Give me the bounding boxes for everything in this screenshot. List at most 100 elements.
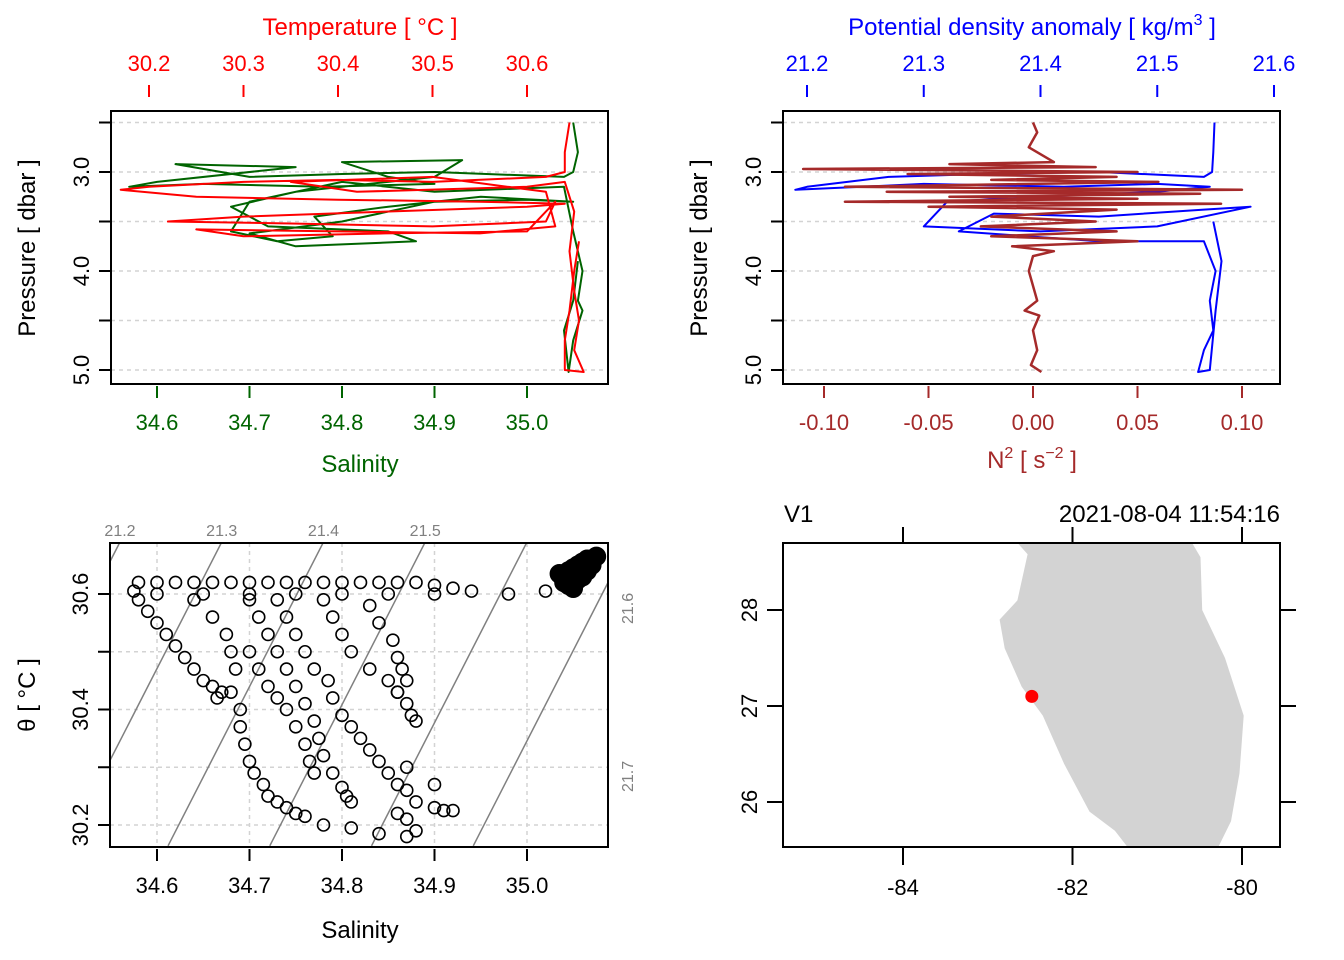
temperature-series [119,122,585,373]
data-point [288,806,303,821]
data-point [316,575,331,590]
tick-label: 28 [737,598,762,622]
grid [111,121,608,371]
tick-label: 4.0 [741,256,766,287]
data-point [302,754,317,769]
data-point [159,627,174,642]
data-point [279,575,294,590]
tick-label: 30.5 [411,51,454,76]
tick-label: 0.05 [1116,410,1159,435]
data-point [224,644,238,659]
isopycnal-line [472,580,608,847]
top-axis-title: Temperature [ °C ] [263,14,458,41]
tick-label: -0.10 [799,410,849,435]
tick-label: 3.0 [741,157,766,188]
isopycnal-label: 21.2 [104,523,135,540]
tick-label: 35.0 [506,873,549,898]
bottom-axis-title: N2 [ s−2 ] [987,445,1077,474]
density-line [794,122,1252,373]
data-point [563,575,584,596]
title-superscript-2: −2 [1045,445,1063,462]
left-axis: 3.0 4.0 5.0 [69,121,111,385]
tick-label: 0.00 [1012,410,1055,435]
data-point [279,662,294,676]
data-point [224,575,238,590]
data-point [298,737,312,751]
isopycnal-label: 21.4 [308,523,339,540]
data-point [344,821,359,835]
tick-label: 35.0 [506,410,549,435]
salinity-series [128,122,584,373]
scatter-points [127,546,607,844]
data-point [399,783,414,798]
data-point [214,685,229,699]
data-point [251,662,266,676]
data-point [219,627,234,642]
data-point [409,795,423,809]
density-series [794,122,1252,373]
data-point [395,662,409,676]
data-point [538,584,553,598]
tick-label: 30.3 [222,51,265,76]
land-polygon [999,543,1244,847]
data-point [344,644,359,659]
data-point [288,587,303,601]
data-point [168,639,183,653]
data-point [279,702,294,717]
data-point [409,575,423,590]
data-point [205,610,220,624]
tick-label: -80 [1226,875,1258,900]
n2-line [801,122,1244,374]
station-marker [1025,689,1039,703]
title-superscript: 3 [1194,12,1203,29]
tick-label: 34.9 [413,410,456,435]
station-time: 2021-08-04 11:54:16 [1059,501,1280,528]
data-point [261,679,275,694]
data-point [372,754,386,769]
left-axis-title: Pressure [ dbar ] [686,159,713,336]
data-point [427,800,442,815]
bottom-axis-title: Salinity [321,917,398,944]
data-point [344,795,359,809]
data-point [362,662,377,676]
title-tail: ] [1203,14,1216,41]
plot-frame [109,542,609,848]
data-point [362,598,377,613]
data-point [238,737,252,751]
tick-label: 30.4 [317,51,360,76]
bottom-axis-title: Salinity [321,451,398,478]
tick-label: 3.0 [69,157,94,188]
data-point [399,760,414,775]
data-point [335,627,349,642]
isopycnal-label: 21.7 [620,761,637,792]
left-axis: 3.0 4.0 5.0 [741,121,783,385]
data-point [233,720,248,734]
data-point [399,673,414,688]
isopycnal-line [370,543,528,847]
data-point [187,592,201,607]
data-point [270,691,285,705]
bottom-axis: -0.10 -0.05 0.00 0.05 0.10 [799,386,1263,435]
data-point [344,720,359,734]
data-point [242,644,257,659]
isopycnal-line [167,543,324,847]
tick-label: 34.9 [413,873,456,898]
data-point [381,673,396,688]
data-point [372,575,386,590]
tick-label: 34.6 [136,410,179,435]
data-point [242,587,257,601]
data-point [224,685,238,699]
profile-temperature-salinity-panel: 30.2 30.3 30.4 30.5 30.6 34.6 34.7 34.8 34.9 35.… [14,14,609,478]
tick-label: 30.6 [68,573,93,616]
temperature-line [119,122,585,373]
tick-label: 34.7 [228,873,271,898]
data-point [586,546,607,567]
data-point [270,644,285,659]
data-point [501,587,516,601]
data-point [205,575,220,590]
left-axis-title: Pressure [ dbar ] [14,159,41,336]
data-point [270,592,285,607]
data-point [150,587,164,601]
title-tail: ] [1064,447,1077,474]
left-axis: 30.2 30.4 30.6 [68,573,110,846]
